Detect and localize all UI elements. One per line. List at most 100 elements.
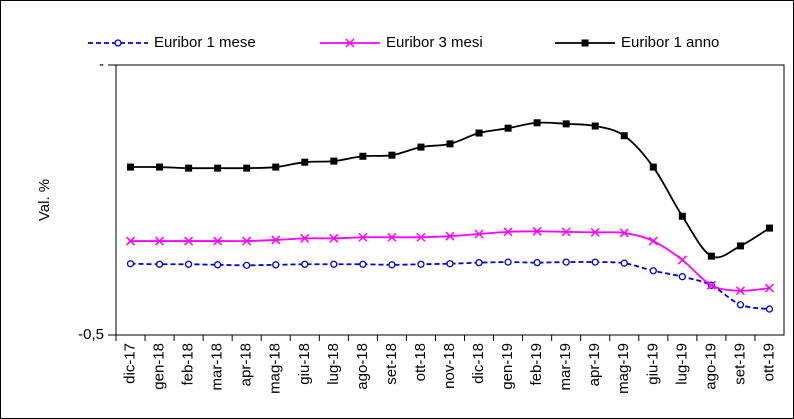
x-tick-label: apr-19 [586,343,603,386]
x-tick-label: mag-18 [267,343,284,394]
x-tick-label: set-19 [731,343,748,385]
point [184,236,194,246]
point [242,236,252,246]
point [329,233,339,243]
point [648,236,658,246]
x-tick-label: ott-19 [760,343,777,381]
point [155,236,165,246]
point [678,273,686,281]
point [184,260,193,268]
point [301,158,309,166]
point [417,143,425,151]
point [272,163,280,171]
point [561,227,571,237]
point [503,227,513,237]
point [591,258,599,266]
x-tick-label: apr-18 [238,343,255,386]
point [358,232,368,242]
legend-label: Euribor 1 mese [154,34,256,51]
point [271,235,281,245]
x-tick-label: lug-18 [325,343,342,385]
y-tick-label: - [99,56,104,73]
legend-marker [345,38,355,48]
point [387,232,397,242]
x-tick-label: feb-19 [528,343,545,386]
point [504,124,512,132]
point [619,228,629,238]
point [562,120,570,128]
x-tick-label: mar-19 [557,343,574,391]
x-tick-label: gen-19 [499,343,516,390]
point [214,261,222,269]
x-tick-label: gen-18 [151,343,168,390]
x-tick-label: dic-17 [121,343,138,384]
point [764,283,775,293]
point [735,286,745,296]
x-tick-label: lug-19 [673,343,690,385]
point [533,119,541,127]
x-tick-label: ott-18 [412,343,429,381]
point [475,129,483,137]
point [127,163,135,171]
x-tick-label: mag-19 [615,343,632,394]
legend-label: Euribor 3 mesi [386,34,483,51]
point [475,258,483,267]
point [445,231,455,241]
x-tick-label: feb-18 [180,343,197,386]
point [649,163,657,171]
x-tick-label: giu-19 [644,343,661,385]
y-tick-label: -0,5 [78,326,104,343]
point [533,258,541,267]
point [155,260,164,268]
legend-marker [581,39,589,47]
x-tick-label: dic-18 [470,343,487,384]
point [707,252,715,260]
point [446,140,454,148]
point [359,152,367,160]
x-tick-label: nov-18 [441,343,458,389]
point [446,260,454,268]
point [590,227,600,237]
point [126,260,135,268]
point [388,261,396,269]
point [678,212,686,220]
x-tick-label: giu-18 [296,343,313,385]
point [272,261,280,269]
point [649,267,657,275]
point [125,236,136,246]
point [591,122,599,130]
point [300,233,310,243]
point [562,258,570,266]
point [765,305,774,313]
point [156,163,164,171]
point [706,280,716,290]
point [417,260,425,268]
legend-label: Euribor 1 anno [621,34,719,51]
legend-symbol [345,38,355,48]
point [185,164,193,172]
x-tick-label: mar-18 [209,343,226,391]
point [213,236,223,246]
point [301,260,309,268]
x-tick-label: set-18 [383,343,400,385]
series-line [130,261,770,310]
legend-marker [114,39,122,47]
x-tick-label: ago-18 [354,343,371,390]
point [330,260,338,268]
point [532,226,542,236]
point [359,260,367,268]
legend-symbol [114,39,122,47]
point [243,261,251,269]
point [736,301,745,309]
plot-area [115,64,785,336]
y-axis-label: Val. % [36,179,53,221]
x-tick-label: ago-19 [702,343,719,390]
point [620,132,628,140]
point [504,258,512,266]
point [388,151,396,159]
point [677,255,687,265]
point [243,164,251,172]
legend-symbol [581,39,589,47]
point [736,242,744,250]
